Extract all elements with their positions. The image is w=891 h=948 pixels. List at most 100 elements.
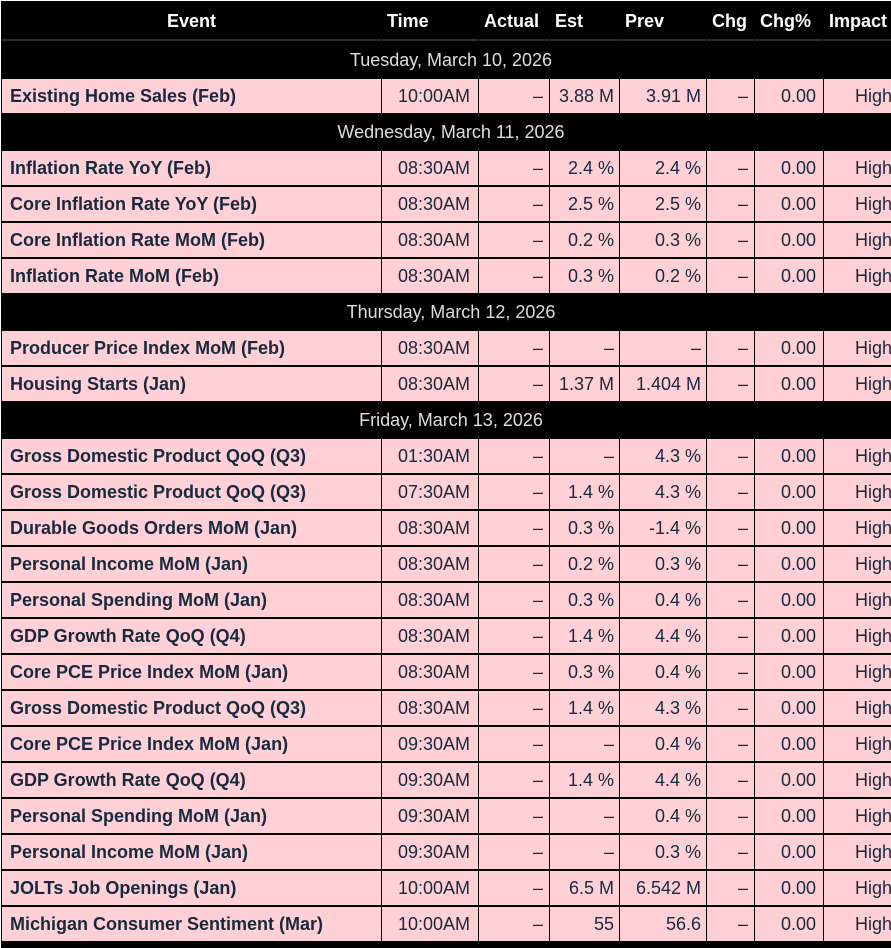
event-cell: Core Inflation Rate YoY (Feb) <box>2 187 381 221</box>
column-header-time: Time <box>382 3 478 41</box>
column-header-event: Event <box>2 3 381 41</box>
chg-cell: – <box>707 151 754 185</box>
actual-cell: – <box>479 475 549 509</box>
impact-cell: High <box>824 223 891 257</box>
time-cell: 08:30AM <box>382 655 478 689</box>
actual-cell: – <box>479 367 549 401</box>
impact-cell: High <box>824 691 891 725</box>
chgpct-cell: 0.00 <box>755 223 823 257</box>
event-cell: Core PCE Price Index MoM (Jan) <box>2 655 381 689</box>
prev-cell: 0.4 % <box>620 799 706 833</box>
chgpct-cell: 0.00 <box>755 655 823 689</box>
prev-cell: -1.4 % <box>620 511 706 545</box>
prev-cell: 0.4 % <box>620 655 706 689</box>
event-row: Core PCE Price Index MoM (Jan) 09:30AM – –0… <box>2 727 891 761</box>
impact-cell: High <box>824 547 891 581</box>
chgpct-cell: 0.00 <box>755 151 823 185</box>
event-cell: Michigan Consumer Sentiment (Mar) <box>2 907 381 941</box>
impact-cell: High <box>824 259 891 293</box>
est-cell: 0.3 % <box>550 511 619 545</box>
event-cell: Existing Home Sales (Feb) <box>2 79 381 113</box>
prev-cell: 3.91 M <box>620 79 706 113</box>
chgpct-cell: 0.00 <box>755 259 823 293</box>
actual-cell: – <box>479 151 549 185</box>
prev-cell: 6.542 M <box>620 871 706 905</box>
chgpct-cell: 0.00 <box>755 187 823 221</box>
chgpct-cell: 0.00 <box>755 799 823 833</box>
chg-cell: – <box>707 763 754 797</box>
prev-cell: 1.404 M <box>620 367 706 401</box>
est-cell: 0.2 % <box>550 547 619 581</box>
prev-cell: 4.3 % <box>620 691 706 725</box>
impact-cell: High <box>824 151 891 185</box>
chg-cell: – <box>707 799 754 833</box>
event-row: Durable Goods Orders MoM (Jan) 08:30AM –0.… <box>2 511 891 545</box>
event-cell: Inflation Rate MoM (Feb) <box>2 259 381 293</box>
prev-cell: – <box>620 331 706 365</box>
chgpct-cell: 0.00 <box>755 511 823 545</box>
table-body: Tuesday, March 10, 2026 Existing Home Sal… <box>2 43 891 941</box>
time-cell: 08:30AM <box>382 547 478 581</box>
event-cell: Gross Domestic Product QoQ (Q3) <box>2 439 381 473</box>
event-row: Gross Domestic Product QoQ (Q3) 08:30AM –1… <box>2 691 891 725</box>
prev-cell: 4.4 % <box>620 619 706 653</box>
chg-cell: – <box>707 619 754 653</box>
chg-cell: – <box>707 727 754 761</box>
event-row: Personal Income MoM (Jan) 09:30AM – –0.3 % –… <box>2 835 891 869</box>
event-cell: Core Inflation Rate MoM (Feb) <box>2 223 381 257</box>
actual-cell: – <box>479 547 549 581</box>
prev-cell: 0.4 % <box>620 583 706 617</box>
time-cell: 10:00AM <box>382 871 478 905</box>
actual-cell: – <box>479 907 549 941</box>
event-cell: Personal Income MoM (Jan) <box>2 547 381 581</box>
event-row: Core PCE Price Index MoM (Jan) 08:30AM –0.… <box>2 655 891 689</box>
event-row: Personal Income MoM (Jan) 08:30AM –0.2 % 0.… <box>2 547 891 581</box>
chgpct-cell: 0.00 <box>755 475 823 509</box>
chg-cell: – <box>707 439 754 473</box>
chgpct-cell: 0.00 <box>755 331 823 365</box>
actual-cell: – <box>479 439 549 473</box>
event-cell: Gross Domestic Product QoQ (Q3) <box>2 691 381 725</box>
date-separator-label: Thursday, March 12, 2026 <box>2 295 891 329</box>
impact-cell: High <box>824 331 891 365</box>
chg-cell: – <box>707 655 754 689</box>
date-separator-row: Wednesday, March 11, 2026 <box>2 115 891 149</box>
event-cell: Gross Domestic Product QoQ (Q3) <box>2 475 381 509</box>
actual-cell: – <box>479 871 549 905</box>
event-row: GDP Growth Rate QoQ (Q4) 09:30AM –1.4 % 4.4… <box>2 763 891 797</box>
impact-cell: High <box>824 79 891 113</box>
chg-cell: – <box>707 583 754 617</box>
actual-cell: – <box>479 619 549 653</box>
est-cell: – <box>550 727 619 761</box>
est-cell: 55 <box>550 907 619 941</box>
chgpct-cell: 0.00 <box>755 691 823 725</box>
event-row: Producer Price Index MoM (Feb) 08:30AM – – –… <box>2 331 891 365</box>
event-row: GDP Growth Rate QoQ (Q4) 08:30AM –1.4 % 4.4… <box>2 619 891 653</box>
est-cell: 1.37 M <box>550 367 619 401</box>
est-cell: 3.88 M <box>550 79 619 113</box>
column-header-chg-pct: Chg% <box>755 3 823 41</box>
est-cell: – <box>550 331 619 365</box>
prev-cell: 0.2 % <box>620 259 706 293</box>
impact-cell: High <box>824 439 891 473</box>
impact-cell: High <box>824 511 891 545</box>
est-cell: 1.4 % <box>550 691 619 725</box>
actual-cell: – <box>479 799 549 833</box>
chgpct-cell: 0.00 <box>755 727 823 761</box>
est-cell: 2.4 % <box>550 151 619 185</box>
est-cell: 0.2 % <box>550 223 619 257</box>
event-row: Inflation Rate YoY (Feb) 08:30AM –2.4 % 2.4… <box>2 151 891 185</box>
time-cell: 08:30AM <box>382 691 478 725</box>
est-cell: 1.4 % <box>550 763 619 797</box>
time-cell: 08:30AM <box>382 583 478 617</box>
event-cell: Core PCE Price Index MoM (Jan) <box>2 727 381 761</box>
chgpct-cell: 0.00 <box>755 619 823 653</box>
time-cell: 08:30AM <box>382 511 478 545</box>
time-cell: 10:00AM <box>382 79 478 113</box>
chgpct-cell: 0.00 <box>755 763 823 797</box>
event-row: JOLTs Job Openings (Jan) 10:00AM –6.5 M 6.5… <box>2 871 891 905</box>
event-row: Michigan Consumer Sentiment (Mar) 10:00AM… <box>2 907 891 941</box>
actual-cell: – <box>479 835 549 869</box>
